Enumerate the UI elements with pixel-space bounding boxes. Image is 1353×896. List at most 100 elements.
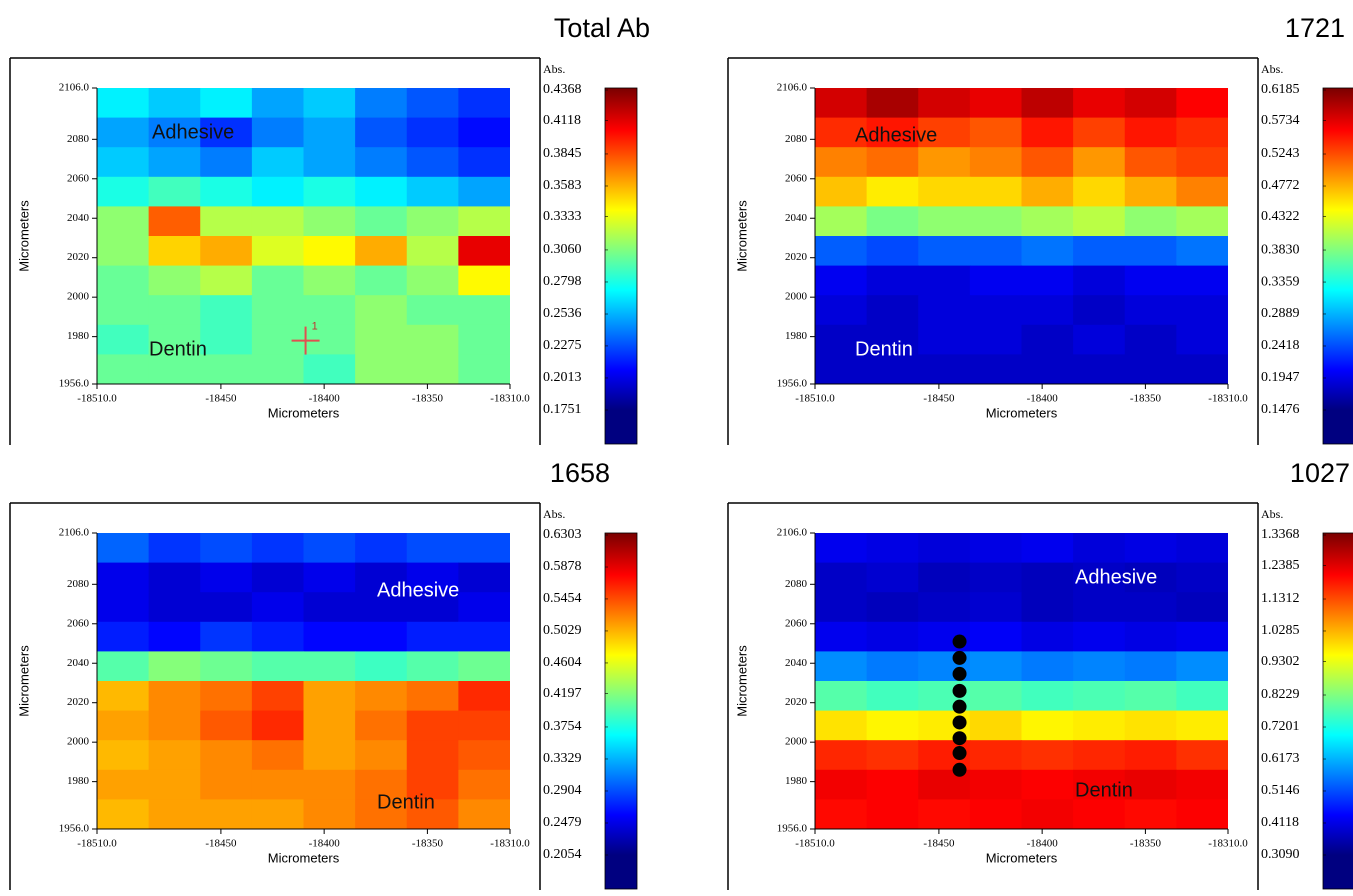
y-tick-label: 2000 bbox=[67, 736, 90, 748]
region-label: Dentin bbox=[149, 338, 207, 360]
y-tick-label: 1980 bbox=[785, 775, 808, 787]
heatmap-cell bbox=[1073, 533, 1126, 564]
heatmap-cell bbox=[200, 265, 253, 296]
y-tick-label: 1980 bbox=[67, 775, 90, 787]
heatmap-cell bbox=[200, 236, 253, 267]
heatmap-cell bbox=[1073, 651, 1126, 682]
heatmap-cell bbox=[1124, 651, 1177, 682]
heatmap-cell bbox=[406, 206, 459, 237]
colorbar-tick-label: 0.4118 bbox=[543, 113, 581, 128]
heatmap-cell bbox=[1176, 236, 1228, 267]
heatmap-cell bbox=[866, 681, 919, 712]
heatmap-cell bbox=[200, 651, 253, 682]
heatmap-cell bbox=[406, 324, 459, 355]
heatmap-cell bbox=[1176, 176, 1228, 207]
heatmap-cell bbox=[866, 295, 919, 326]
heatmap-cell bbox=[303, 354, 356, 384]
y-tick-label: 2040 bbox=[67, 657, 90, 669]
panel-title: 1658 bbox=[550, 458, 610, 488]
region-label: Dentin bbox=[1075, 779, 1133, 801]
y-tick-label: 1956.0 bbox=[59, 823, 90, 835]
colorbar-tick-label: 0.3329 bbox=[543, 751, 582, 766]
y-tick-label: 2000 bbox=[67, 291, 90, 303]
colorbar-tick-label: 0.3333 bbox=[543, 209, 582, 224]
heatmap-cell bbox=[148, 236, 201, 267]
heatmap-cell bbox=[969, 533, 1023, 564]
heatmap-cell bbox=[97, 592, 150, 623]
heatmap-cell bbox=[1176, 740, 1228, 771]
y-tick-label: 1980 bbox=[785, 330, 808, 342]
heatmap-cell bbox=[1021, 769, 1074, 800]
heatmap-cell bbox=[97, 206, 150, 237]
y-tick-label: 2000 bbox=[785, 291, 808, 303]
x-tick-label: -18400 bbox=[309, 838, 341, 850]
colorbar-tick-label: 0.4368 bbox=[543, 82, 582, 97]
heatmap-cell bbox=[1073, 799, 1126, 829]
heatmap-cell bbox=[815, 651, 868, 682]
colorbar-tick-label: 0.6185 bbox=[1261, 82, 1300, 97]
x-tick-label: -18450 bbox=[205, 838, 237, 850]
heatmap-cell bbox=[815, 592, 868, 623]
x-axis-label: Micrometers bbox=[268, 850, 340, 865]
y-tick-label: 2020 bbox=[785, 251, 808, 263]
heatmap-cell bbox=[866, 562, 919, 593]
heatmap-cell bbox=[458, 295, 510, 326]
heatmap-cell bbox=[458, 592, 510, 623]
heatmap-cell bbox=[1021, 740, 1074, 771]
heatmap-cell bbox=[1021, 236, 1074, 267]
heatmap-cell bbox=[458, 562, 510, 593]
heatmap-cell bbox=[458, 324, 510, 355]
colorbar-tick-label: 0.4322 bbox=[1261, 209, 1300, 224]
heatmap-cell bbox=[458, 710, 510, 741]
heatmap-cell bbox=[148, 265, 201, 296]
heatmap-cell bbox=[815, 88, 868, 119]
heatmap-cell bbox=[355, 206, 408, 237]
colorbar-tick-label: 0.3060 bbox=[543, 242, 582, 257]
heatmap-cell bbox=[406, 562, 459, 593]
heatmap-cell bbox=[97, 295, 150, 326]
heatmap-cell bbox=[918, 236, 971, 267]
heatmap-cell bbox=[406, 769, 459, 800]
heatmap-cell bbox=[815, 533, 868, 564]
heatmap-cell bbox=[200, 324, 253, 355]
y-tick-label: 2020 bbox=[785, 696, 808, 708]
heatmap-cell bbox=[866, 740, 919, 771]
heatmap-cell bbox=[458, 533, 510, 564]
heatmap-cell bbox=[355, 117, 408, 148]
colorbar-tick-label: 0.5878 bbox=[543, 559, 582, 574]
x-tick-label: -18350 bbox=[1130, 838, 1162, 850]
heatmap-cell bbox=[97, 88, 150, 119]
heatmap-cell bbox=[355, 769, 408, 800]
colorbar bbox=[604, 532, 638, 890]
heatmap-cell bbox=[458, 88, 510, 119]
heatmap-cell bbox=[303, 681, 356, 712]
heatmap-cell bbox=[200, 147, 253, 178]
heatmap-cell bbox=[406, 681, 459, 712]
heatmap-cell bbox=[406, 88, 459, 119]
heatmap-cell bbox=[200, 176, 253, 207]
colorbar-tick-label: 0.3830 bbox=[1261, 242, 1300, 257]
heatmap-cell bbox=[815, 562, 868, 593]
heatmap-cell bbox=[815, 324, 868, 355]
heatmap-cell bbox=[866, 88, 919, 119]
colorbar-tick-label: 0.2275 bbox=[543, 338, 582, 353]
y-tick-label: 2000 bbox=[785, 736, 808, 748]
sample-point bbox=[952, 683, 967, 698]
colorbar-tick-label: 0.5146 bbox=[1261, 783, 1300, 798]
x-axis-label: Micrometers bbox=[986, 405, 1058, 420]
heatmap-cell bbox=[200, 799, 253, 829]
heatmap-cell bbox=[97, 533, 150, 564]
heatmap-cell bbox=[1176, 117, 1228, 148]
heatmap-cell bbox=[303, 265, 356, 296]
heatmap-cell bbox=[303, 295, 356, 326]
heatmap-cell bbox=[148, 769, 201, 800]
heatmap-cell bbox=[251, 562, 305, 593]
heatmap-cell bbox=[866, 206, 919, 237]
heatmap-cell bbox=[1176, 265, 1228, 296]
heatmap-cell bbox=[1021, 799, 1074, 829]
heatmap-cell bbox=[1021, 147, 1074, 178]
heatmap-cell bbox=[97, 265, 150, 296]
heatmap-cell bbox=[251, 681, 305, 712]
heatmap-cell bbox=[406, 533, 459, 564]
heatmap-cell bbox=[815, 799, 868, 829]
